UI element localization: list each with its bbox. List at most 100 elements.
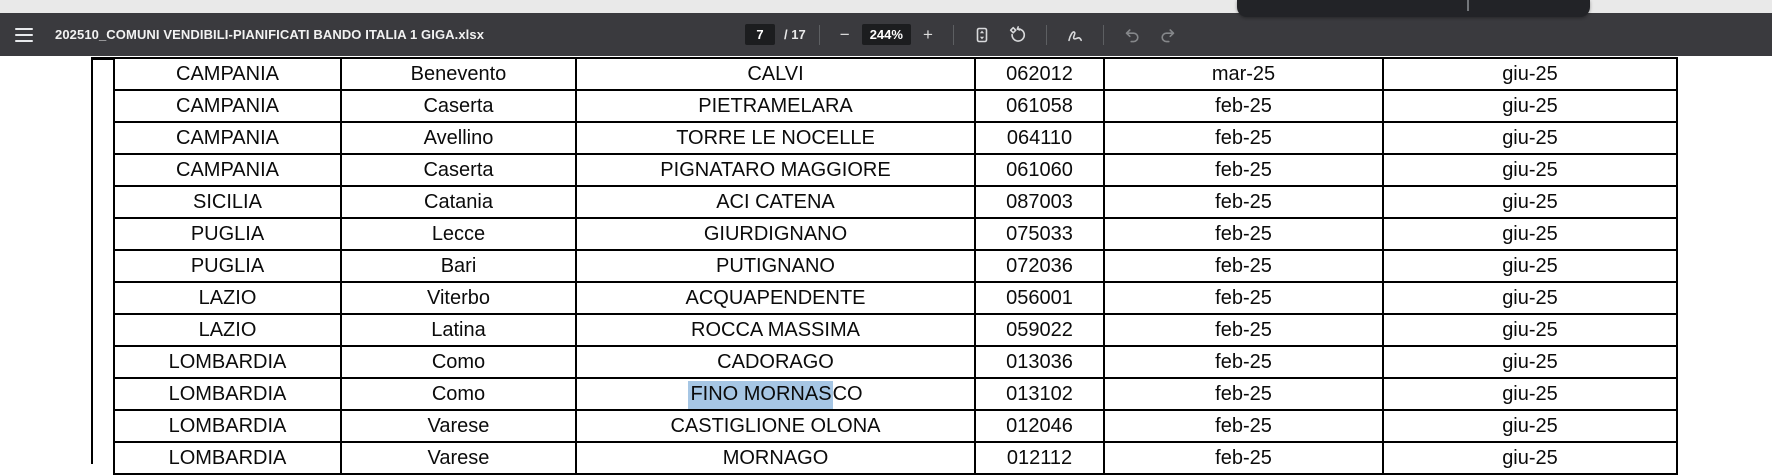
table-cell[interactable]: giu-25 xyxy=(1382,377,1678,411)
table-cell[interactable]: Lecce xyxy=(340,217,577,251)
table-cell[interactable]: PIGNATARO MAGGIORE xyxy=(575,153,976,187)
table-cell[interactable]: ACI CATENA xyxy=(575,185,976,219)
table-cell[interactable]: giu-25 xyxy=(1382,313,1678,347)
menu-button[interactable] xyxy=(13,22,39,48)
table-cell[interactable]: Varese xyxy=(340,441,577,475)
table-cell[interactable]: Latina xyxy=(340,313,577,347)
table-cell[interactable]: 087003 xyxy=(974,185,1105,219)
table-row: LOMBARDIA Como FINO MORNASCO 013102 feb-25 gi… xyxy=(113,377,1678,411)
table-cell[interactable]: CASTIGLIONE OLONA xyxy=(575,409,976,443)
table-cell[interactable]: 012046 xyxy=(974,409,1105,443)
table-cell[interactable]: giu-25 xyxy=(1382,217,1678,251)
table-cell[interactable]: Caserta xyxy=(340,153,577,187)
table-cell[interactable]: feb-25 xyxy=(1103,345,1384,379)
rotate-button[interactable] xyxy=(1003,20,1033,50)
table-cell[interactable]: MORNAGO xyxy=(575,441,976,475)
table-cell[interactable]: giu-25 xyxy=(1382,345,1678,379)
table-cell[interactable]: 064110 xyxy=(974,121,1105,155)
zoom-out-button[interactable]: − xyxy=(839,25,850,44)
table-cell[interactable]: LOMBARDIA xyxy=(113,409,342,443)
fit-to-page-icon xyxy=(976,27,988,42)
table-cell[interactable]: feb-25 xyxy=(1103,89,1384,123)
table-cell[interactable]: feb-25 xyxy=(1103,377,1384,411)
cell-text: CO xyxy=(832,382,863,405)
table-cell[interactable]: LAZIO xyxy=(113,313,342,347)
table-cell[interactable]: 072036 xyxy=(974,249,1105,283)
table-row: LOMBARDIA Como CADORAGO 013036 feb-25 giu-25 xyxy=(113,345,1678,379)
table-cell[interactable]: Bari xyxy=(340,249,577,283)
table-cell[interactable]: CALVI xyxy=(575,57,976,91)
table-cell[interactable]: feb-25 xyxy=(1103,409,1384,443)
table-row: PUGLIA Bari PUTIGNANO 072036 feb-25 giu-25 xyxy=(113,249,1678,283)
table-cell[interactable]: FINO MORNASCO xyxy=(575,377,976,411)
table-cell[interactable]: 012112 xyxy=(974,441,1105,475)
table-cell[interactable]: feb-25 xyxy=(1103,281,1384,315)
table-cell[interactable]: TORRE LE NOCELLE xyxy=(575,121,976,155)
table-cell[interactable]: PUGLIA xyxy=(113,249,342,283)
table-row: LOMBARDIA Varese MORNAGO 012112 feb-25 giu-25 xyxy=(113,441,1678,475)
table-cell[interactable]: CADORAGO xyxy=(575,345,976,379)
table-cell[interactable]: LOMBARDIA xyxy=(113,377,342,411)
table-cell[interactable]: 056001 xyxy=(974,281,1105,315)
table-cell[interactable]: feb-25 xyxy=(1103,185,1384,219)
table-cell[interactable]: Benevento xyxy=(340,57,577,91)
table-cell[interactable]: ACQUAPENDENTE xyxy=(575,281,976,315)
redo-button[interactable] xyxy=(1153,20,1183,50)
page-number-input[interactable] xyxy=(745,24,775,45)
table-cell[interactable]: giu-25 xyxy=(1382,249,1678,283)
table-cell[interactable]: Catania xyxy=(340,185,577,219)
table-cell[interactable]: CAMPANIA xyxy=(113,121,342,155)
table-cell[interactable]: giu-25 xyxy=(1382,89,1678,123)
table-cell[interactable]: feb-25 xyxy=(1103,249,1384,283)
table-cell[interactable]: SICILIA xyxy=(113,185,342,219)
table-row: CAMPANIA Caserta PIGNATARO MAGGIORE 061060 f… xyxy=(113,153,1678,187)
table-cell[interactable]: PUTIGNANO xyxy=(575,249,976,283)
table-cell[interactable]: 062012 xyxy=(974,57,1105,91)
table-cell[interactable]: 061058 xyxy=(974,89,1105,123)
fit-to-page-button[interactable] xyxy=(967,20,997,50)
undo-icon xyxy=(1125,28,1139,42)
table-cell[interactable]: feb-25 xyxy=(1103,217,1384,251)
table-cell[interactable]: Caserta xyxy=(340,89,577,123)
document-title: 202510_COMUNI VENDIBILI-PIANIFICATI BAND… xyxy=(55,27,485,42)
table-cell[interactable]: giu-25 xyxy=(1382,57,1678,91)
table-cell[interactable]: LAZIO xyxy=(113,281,342,315)
table-cell[interactable]: 061060 xyxy=(974,153,1105,187)
table-cell[interactable]: 013036 xyxy=(974,345,1105,379)
hamburger-icon xyxy=(15,39,33,42)
table-cell[interactable]: LOMBARDIA xyxy=(113,345,342,379)
table-cell[interactable]: LOMBARDIA xyxy=(113,441,342,475)
table-cell[interactable]: Avellino xyxy=(340,121,577,155)
table-cell[interactable]: giu-25 xyxy=(1382,281,1678,315)
table-cell[interactable]: Como xyxy=(340,345,577,379)
table-cell[interactable]: 059022 xyxy=(974,313,1105,347)
zoom-level-display[interactable]: 244% xyxy=(861,24,911,45)
table-cell[interactable]: giu-25 xyxy=(1382,441,1678,475)
table-row: SICILIA Catania ACI CATENA 087003 feb-25 giu-… xyxy=(113,185,1678,219)
table-cell[interactable]: giu-25 xyxy=(1382,409,1678,443)
table-cell[interactable]: feb-25 xyxy=(1103,441,1384,475)
table-cell[interactable]: giu-25 xyxy=(1382,121,1678,155)
table-cell[interactable]: GIURDIGNANO xyxy=(575,217,976,251)
table-cell[interactable]: giu-25 xyxy=(1382,153,1678,187)
table-cell[interactable]: ROCCA MASSIMA xyxy=(575,313,976,347)
table-cell[interactable]: PIETRAMELARA xyxy=(575,89,976,123)
table-cell[interactable]: giu-25 xyxy=(1382,185,1678,219)
table-cell[interactable]: Como xyxy=(340,377,577,411)
undo-button[interactable] xyxy=(1117,20,1147,50)
table-cell[interactable]: feb-25 xyxy=(1103,121,1384,155)
hamburger-icon xyxy=(15,27,33,30)
draw-annotation-button[interactable] xyxy=(1060,20,1090,50)
table-cell[interactable]: 075033 xyxy=(974,217,1105,251)
table-cell[interactable]: feb-25 xyxy=(1103,153,1384,187)
table-cell[interactable]: PUGLIA xyxy=(113,217,342,251)
table-cell[interactable]: feb-25 xyxy=(1103,313,1384,347)
table-cell[interactable]: CAMPANIA xyxy=(113,153,342,187)
table-cell[interactable]: Varese xyxy=(340,409,577,443)
table-cell[interactable]: CAMPANIA xyxy=(113,89,342,123)
zoom-in-button[interactable]: + xyxy=(922,25,933,44)
table-cell[interactable]: Viterbo xyxy=(340,281,577,315)
table-cell[interactable]: mar-25 xyxy=(1103,57,1384,91)
table-cell[interactable]: 013102 xyxy=(974,377,1105,411)
table-cell[interactable]: CAMPANIA xyxy=(113,57,342,91)
